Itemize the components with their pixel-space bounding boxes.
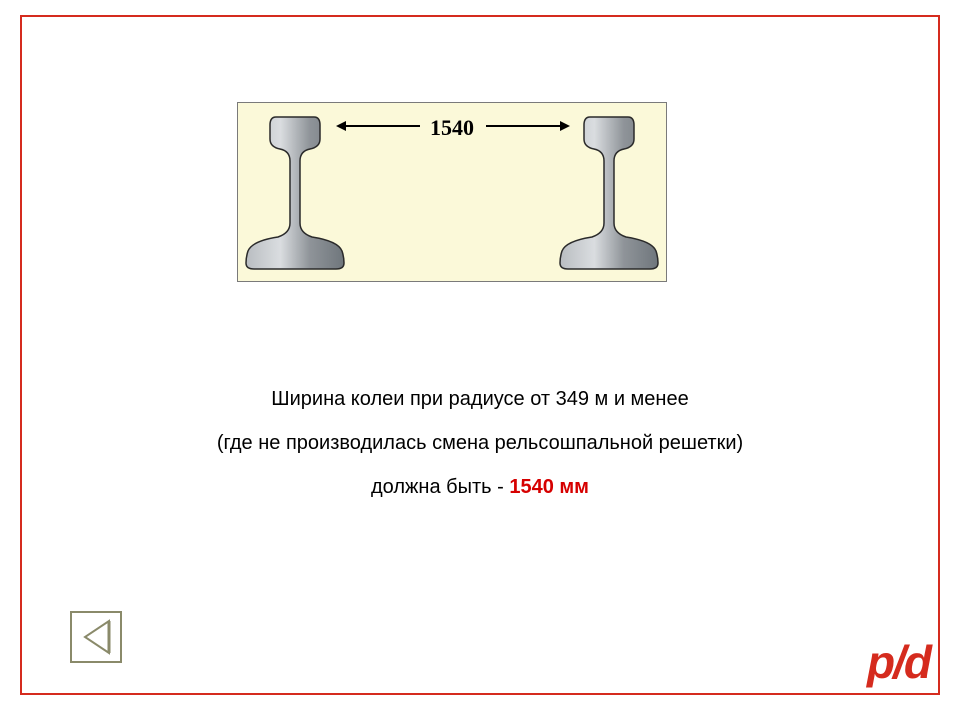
caption-line-3: должна быть - 1540 мм: [22, 473, 938, 501]
caption-line-1: Ширина колеи при радиусе от 349 м и мене…: [22, 385, 938, 413]
gauge-value: 1540: [238, 115, 666, 141]
caption-line-3-value: 1540 мм: [509, 476, 589, 498]
caption-line-2: (где не производилась смена рельсошпальн…: [22, 429, 938, 457]
rzd-logo: p/d: [861, 639, 936, 685]
rail-gauge-diagram: 1540: [237, 102, 667, 282]
prev-button[interactable]: [70, 611, 122, 663]
caption-line-3-prefix: должна быть -: [371, 476, 509, 498]
slide-frame: 1540 Ширина колеи при радиусе от 349 м и…: [20, 15, 940, 695]
triangle-left-icon: [81, 619, 111, 655]
